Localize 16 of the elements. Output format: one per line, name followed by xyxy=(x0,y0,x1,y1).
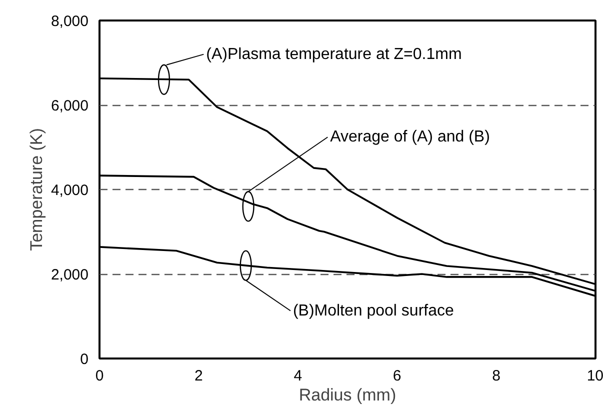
y-axis-title: Temperature (K) xyxy=(26,128,46,251)
annotation: (B)Molten pool surface xyxy=(292,302,454,320)
x-tick-label: 10 xyxy=(586,368,603,384)
x-tick-label: 4 xyxy=(294,368,302,384)
x-axis-title: Radius (mm) xyxy=(298,386,396,404)
y-tick-label: 2,000 xyxy=(50,266,89,284)
y-tick-label: 6,000 xyxy=(50,98,89,114)
x-tick-label: 0 xyxy=(95,368,104,384)
annotation: Average of (A) and (B) xyxy=(330,128,490,146)
y-tick-label: 0 xyxy=(80,351,88,368)
x-tick-label: 2 xyxy=(194,368,203,384)
annotation: (A)Plasma temperature at Z=0.1mm xyxy=(206,46,462,63)
y-tick-label: 4,000 xyxy=(50,182,89,199)
x-tick-label: 8 xyxy=(492,368,500,384)
x-tick-label: 6 xyxy=(392,368,402,384)
y-tick-label: 8,000 xyxy=(50,13,89,30)
